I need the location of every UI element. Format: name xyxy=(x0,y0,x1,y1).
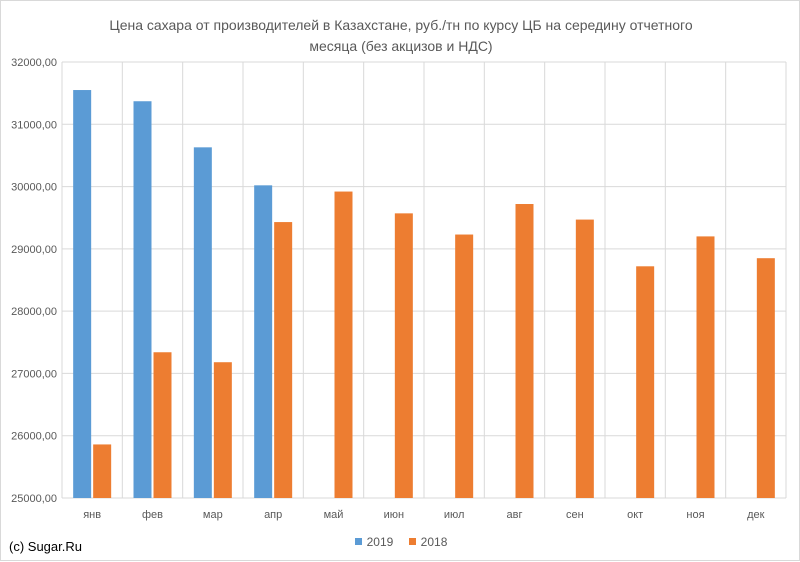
bar-2019-янв xyxy=(73,90,92,499)
bar-2018-янв xyxy=(93,444,112,498)
y-tick-label: 31000,00 xyxy=(11,119,57,131)
x-tick-label: фев xyxy=(142,509,163,521)
bar-2018-июл xyxy=(455,234,474,498)
chart-legend: 2019 2018 xyxy=(1,534,800,549)
legend-swatch-2019 xyxy=(354,538,362,545)
x-tick-label: апр xyxy=(264,509,282,521)
chart-title-line2: месяца (без акцизов и НДС) xyxy=(309,38,493,54)
x-tick-label: июн xyxy=(384,509,404,521)
y-tick-label: 30000,00 xyxy=(11,182,57,194)
bar-2019-фев xyxy=(133,101,152,499)
legend-item-2018: 2018 xyxy=(408,534,448,549)
legend-label-2018: 2018 xyxy=(420,534,448,549)
x-tick-label: окт xyxy=(627,509,643,521)
y-tick-label: 25000,00 xyxy=(11,493,57,505)
bar-2018-фев xyxy=(153,352,172,498)
x-tick-label: янв xyxy=(83,509,101,521)
bar-2018-июн xyxy=(394,213,413,498)
bar-2018-мар xyxy=(213,362,232,498)
x-tick-label: ноя xyxy=(686,509,704,521)
legend-label-2019: 2019 xyxy=(366,534,394,549)
legend-item-2019: 2019 xyxy=(354,534,394,549)
x-tick-label: мар xyxy=(203,509,223,521)
chart-title-line1: Цена сахара от производителей в Казахста… xyxy=(109,17,693,33)
copyright-text: (c) Sugar.Ru xyxy=(9,539,82,554)
x-tick-label: май xyxy=(324,509,344,521)
chart-title: Цена сахара от производителей в Казахста… xyxy=(81,15,721,57)
bar-2018-ноя xyxy=(696,236,715,498)
bar-2018-окт xyxy=(636,266,655,498)
y-tick-label: 32000,00 xyxy=(11,57,57,69)
x-tick-label: июл xyxy=(444,509,465,521)
x-tick-label: дек xyxy=(747,509,765,521)
x-tick-label: сен xyxy=(566,509,584,521)
x-tick-label: авг xyxy=(507,509,523,521)
y-tick-label: 28000,00 xyxy=(11,306,57,318)
bar-2018-дек xyxy=(756,258,775,498)
bar-2019-апр xyxy=(254,185,273,498)
bar-2019-мар xyxy=(193,147,212,498)
legend-swatch-2018 xyxy=(408,538,416,545)
y-tick-label: 27000,00 xyxy=(11,368,57,380)
y-tick-label: 26000,00 xyxy=(11,431,57,443)
bar-2018-сен xyxy=(575,219,594,498)
bar-2018-май xyxy=(334,191,353,498)
bar-2018-апр xyxy=(274,222,293,498)
y-tick-label: 29000,00 xyxy=(11,244,57,256)
bar-2018-авг xyxy=(515,204,534,499)
